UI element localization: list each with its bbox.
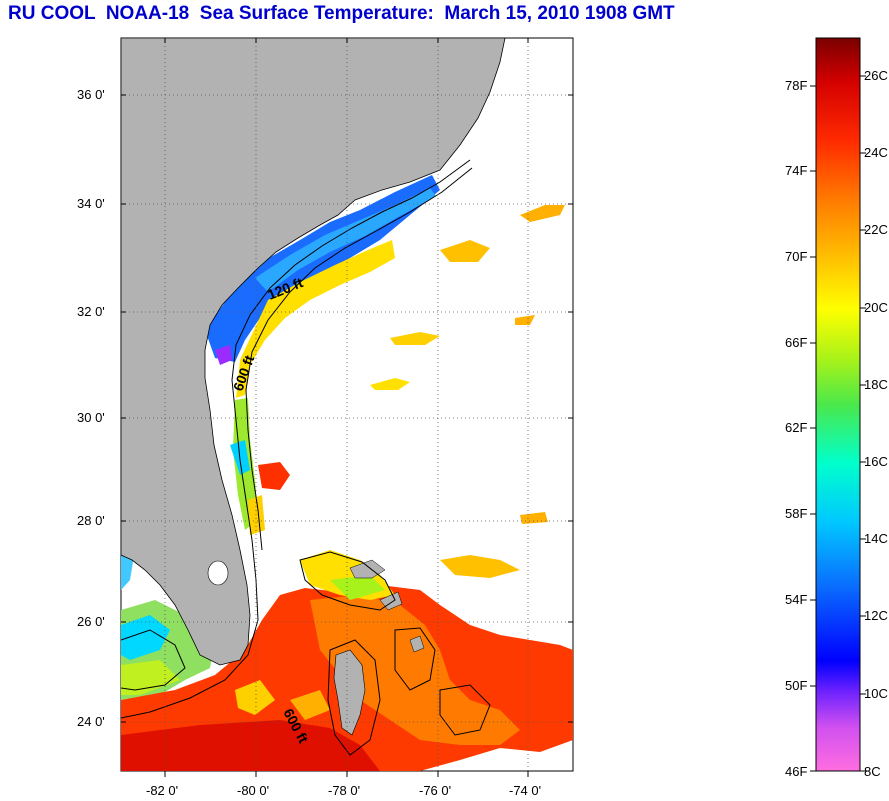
lat-label-24: 24 0' bbox=[77, 714, 105, 729]
colorbar-label-20c: 20C bbox=[864, 300, 888, 315]
lat-label-28: 28 0' bbox=[77, 513, 105, 528]
lon-label-82: -82 0' bbox=[146, 783, 179, 798]
lon-label-78: -78 0' bbox=[328, 783, 361, 798]
colorbar-label-58f: 58F bbox=[785, 506, 808, 521]
colorbar-label-22c: 22C bbox=[864, 222, 888, 237]
colorbar-ticks bbox=[810, 75, 866, 772]
axis-ticks bbox=[121, 38, 573, 777]
colorbar-label-16c: 16C bbox=[864, 454, 888, 469]
lat-label-30: 30 0' bbox=[77, 410, 105, 425]
lake-okeechobee bbox=[207, 560, 229, 586]
bathymetry-contours bbox=[121, 159, 491, 756]
colorbar bbox=[815, 37, 861, 772]
colorbar-label-50f: 50F bbox=[785, 678, 808, 693]
colorbar-label-24c: 24C bbox=[864, 145, 888, 160]
colorbar-label-10c: 10C bbox=[864, 686, 888, 701]
colorbar-label-66f: 66F bbox=[785, 335, 808, 350]
lon-label-76: -76 0' bbox=[419, 783, 452, 798]
sst-patches bbox=[121, 175, 573, 771]
lat-label-32: 32 0' bbox=[77, 304, 105, 319]
colorbar-label-12c: 12C bbox=[864, 608, 888, 623]
colorbar-label-62f: 62F bbox=[785, 420, 808, 435]
colorbar-label-18c: 18C bbox=[864, 377, 888, 392]
colorbar-label-78f: 78F bbox=[785, 78, 808, 93]
colorbar-label-8c: 8C bbox=[864, 764, 881, 779]
lat-label-26: 26 0' bbox=[77, 614, 105, 629]
lon-label-80: -80 0' bbox=[237, 783, 270, 798]
lon-label-74: -74 0' bbox=[509, 783, 542, 798]
map-gridlines bbox=[121, 38, 573, 771]
colorbar-label-14c: 14C bbox=[864, 531, 888, 546]
colorbar-label-46f: 46F bbox=[785, 764, 808, 779]
colorbar-label-74f: 74F bbox=[785, 163, 808, 178]
colorbar-label-70f: 70F bbox=[785, 249, 808, 264]
colorbar-label-54f: 54F bbox=[785, 592, 808, 607]
lat-label-36: 36 0' bbox=[77, 87, 105, 102]
colorbar-label-26c: 26C bbox=[864, 68, 888, 83]
map-title: RU COOL NOAA-18 Sea Surface Temperature:… bbox=[8, 3, 675, 24]
lat-label-34: 34 0' bbox=[77, 196, 105, 211]
land-masses bbox=[121, 38, 506, 736]
